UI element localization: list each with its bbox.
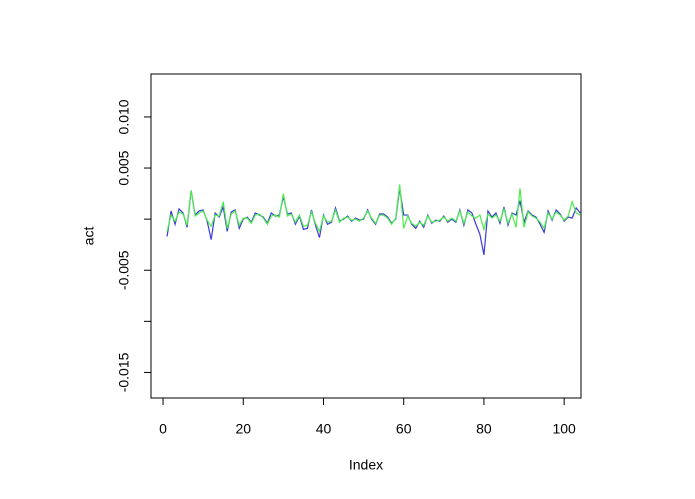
plot-box — [150, 73, 582, 399]
x-tick-label: 60 — [396, 421, 412, 437]
x-tick-label: 0 — [159, 421, 167, 437]
x-tick-label: 100 — [552, 421, 576, 437]
x-axis-label: Index — [349, 457, 383, 473]
y-tick-label: 0.010 — [116, 99, 132, 134]
y-axis-label: act — [81, 227, 97, 246]
y-tick-label: 0.005 — [116, 150, 132, 185]
y-tick-label: -0.015 — [116, 352, 132, 392]
series-line — [166, 184, 581, 234]
x-tick-label: 80 — [476, 421, 492, 437]
x-tick-label: 20 — [235, 421, 251, 437]
x-tick-label: 40 — [316, 421, 332, 437]
y-tick-label: -0.005 — [116, 250, 132, 290]
